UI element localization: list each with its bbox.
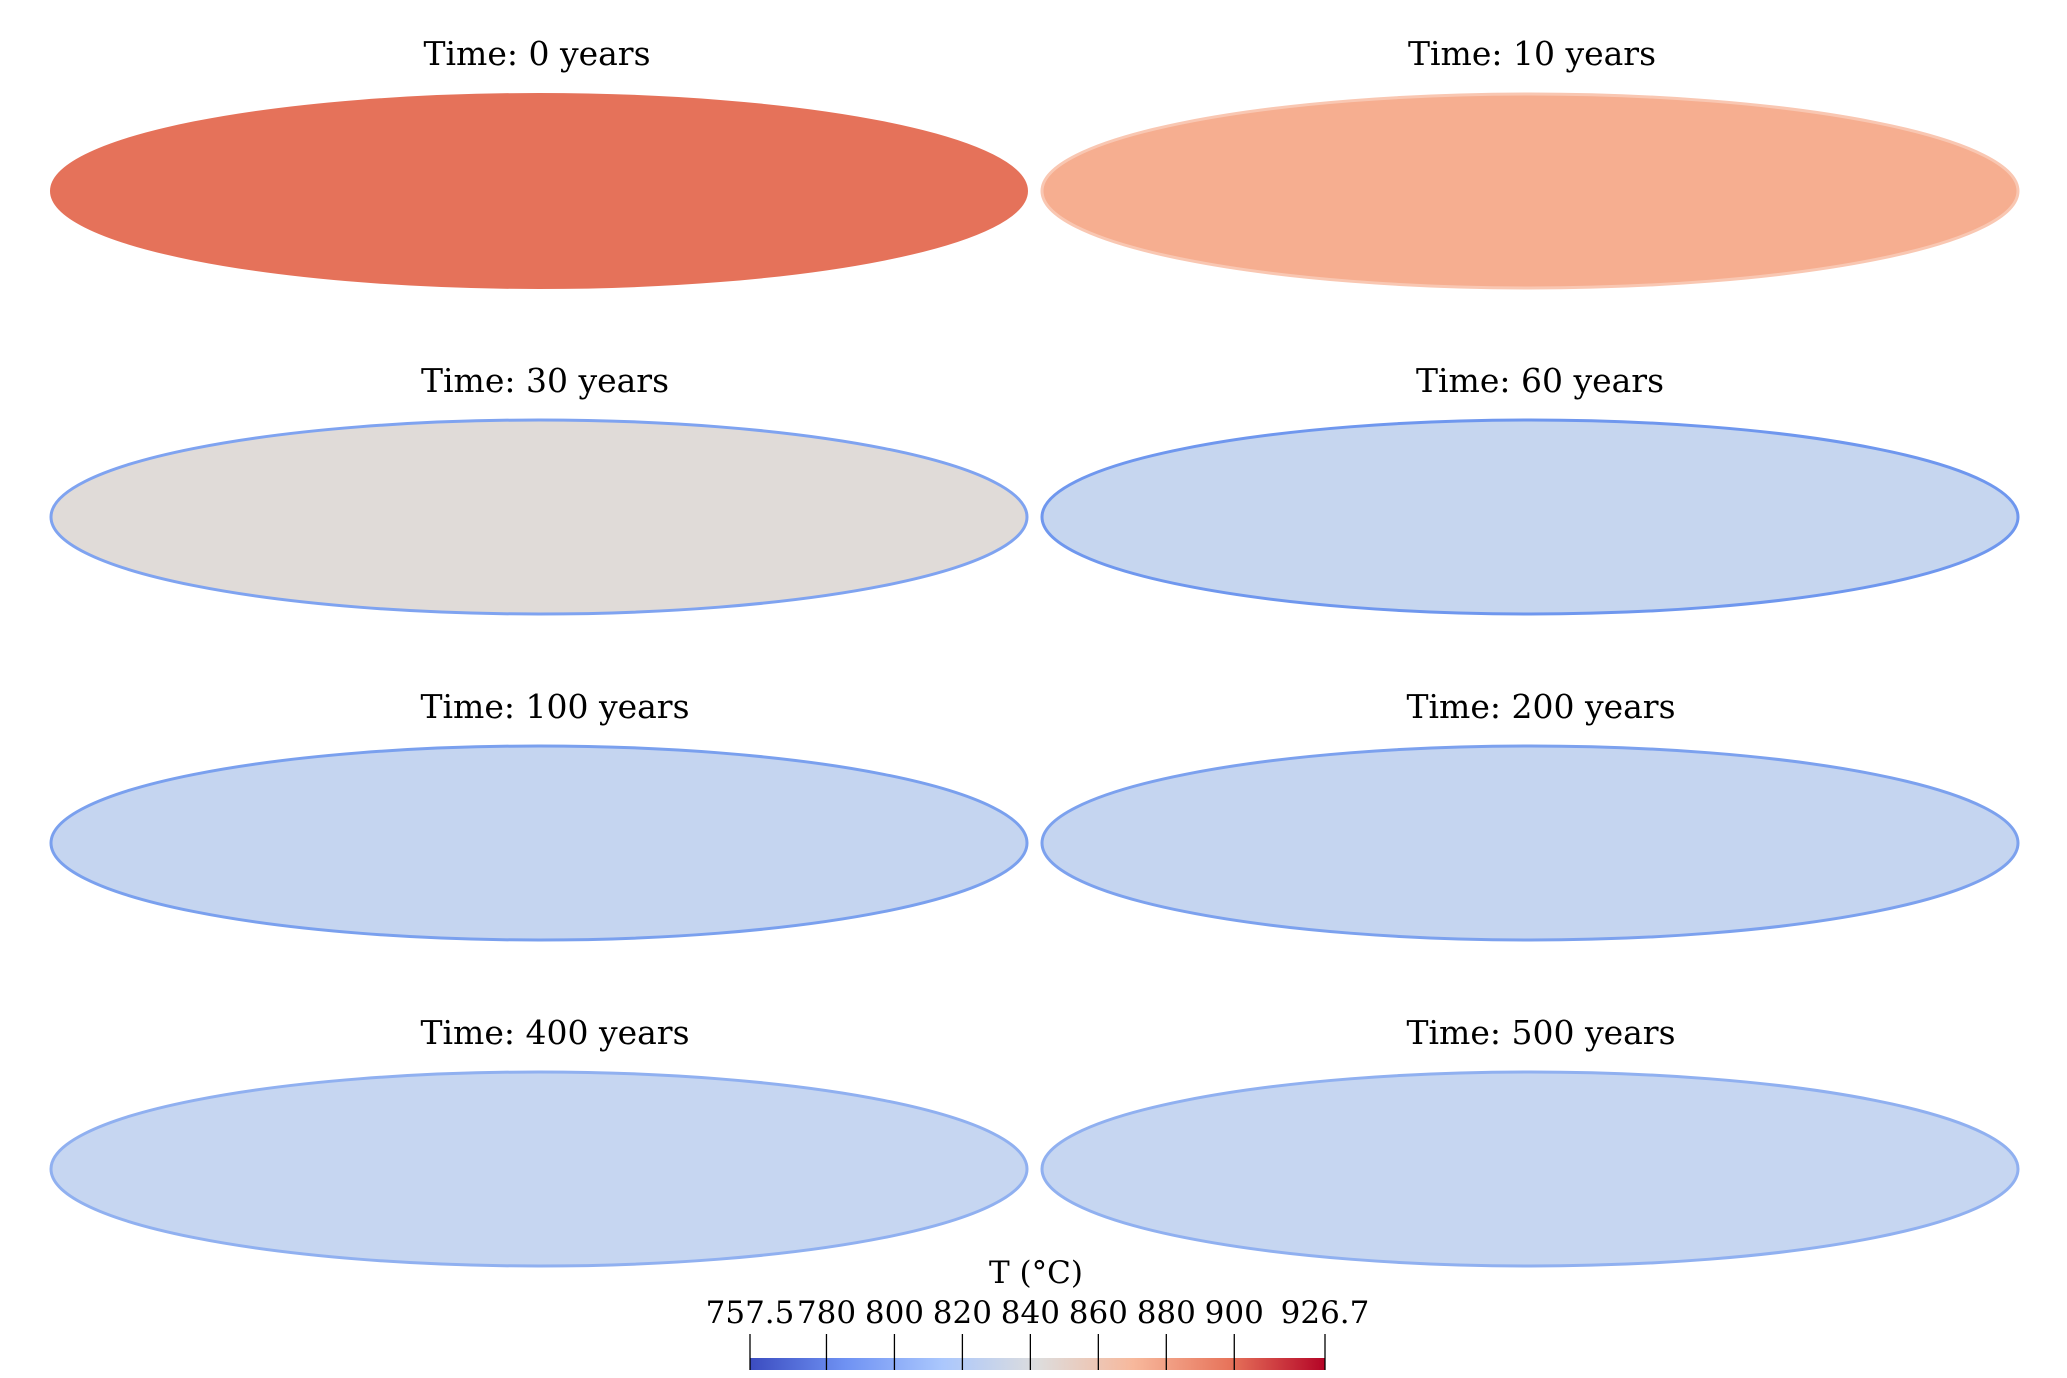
panel-0-years: Time: 0 years [50,34,1028,289]
temperature-field-ellipse [1040,1070,2020,1268]
colorbar-gradient [750,1358,1325,1370]
temperature-field-ellipse [50,93,1028,289]
panel-title: Time: 200 years [1406,687,1675,726]
panel-title: Time: 0 years [423,34,650,73]
panel-60-years: Time: 60 years [1040,361,2020,616]
colorbar-tick-label: 800 [865,1295,924,1331]
panel-title: Time: 500 years [1406,1013,1675,1052]
temperature-field-ellipse [49,744,1029,942]
panel-100-years: Time: 100 years [49,687,1029,942]
panel-400-years: Time: 400 years [49,1013,1029,1268]
panel-200-years: Time: 200 years [1040,687,2020,942]
colorbar-tick-label: 926.7 [1281,1295,1370,1331]
colorbar-tick-label: 860 [1069,1295,1128,1331]
colorbar-tick-label: 880 [1137,1295,1196,1331]
panel-10-years: Time: 10 years [1040,34,2020,290]
colorbar: T (°C) 757.5 780 800 820 840 860 880 900 926.7 [706,1255,1370,1370]
colorbar-tick-label: 757.5 [706,1295,795,1331]
panel-title: Time: 60 years [1416,361,1664,400]
temperature-field-ellipse [49,418,1029,616]
colorbar-tick-label: 820 [933,1295,992,1331]
colorbar-ticks: 757.5 780 800 820 840 860 880 900 926.7 [706,1295,1370,1370]
temperature-field-ellipse [1040,744,2020,942]
panel-title: Time: 30 years [421,361,669,400]
panel-30-years: Time: 30 years [49,361,1029,616]
colorbar-tick-label: 900 [1205,1295,1264,1331]
panel-title: Time: 400 years [420,1013,689,1052]
temperature-field-ellipse [1040,418,2020,616]
colorbar-tick-label: 840 [1001,1295,1060,1331]
temperature-field-ellipse [49,1070,1029,1268]
colorbar-tick-label: 780 [797,1295,856,1331]
panel-500-years: Time: 500 years [1040,1013,2020,1268]
panel-title: Time: 100 years [420,687,689,726]
colorbar-title: T (°C) [989,1255,1083,1291]
panel-title: Time: 10 years [1408,34,1656,73]
temperature-field-ellipse [1040,92,2020,290]
